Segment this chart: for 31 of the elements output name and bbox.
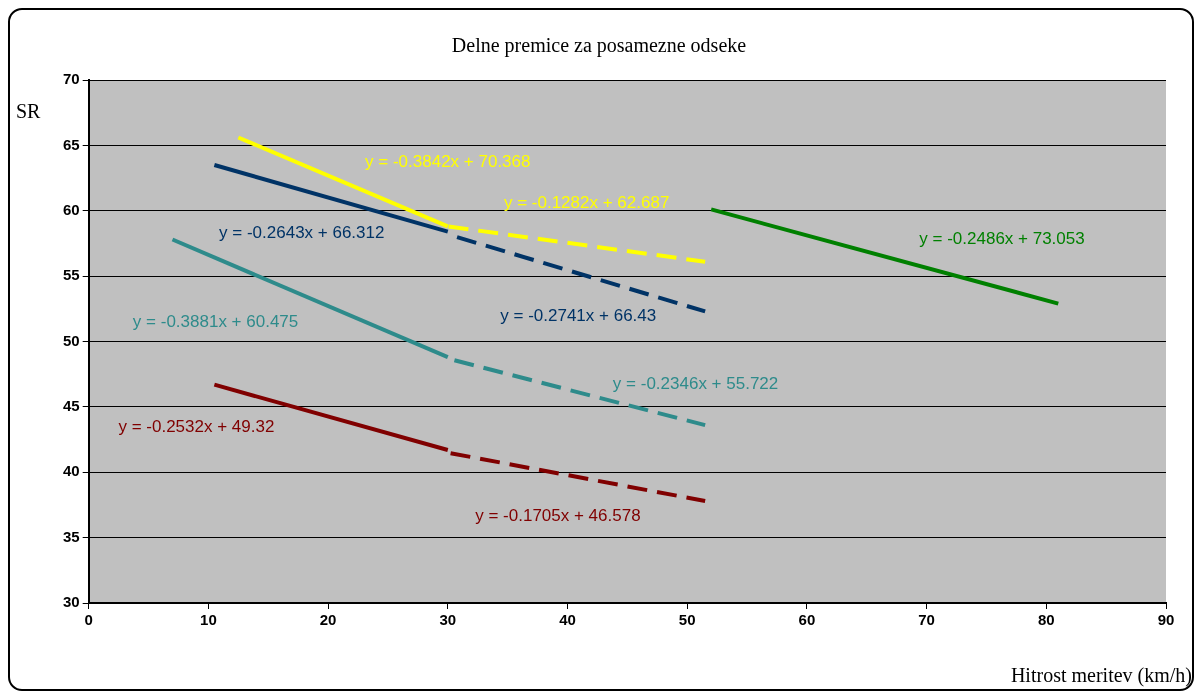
y-tick-label: 40	[63, 462, 80, 480]
x-tick-label: 0	[84, 611, 93, 629]
y-tick-label: 35	[63, 527, 80, 545]
y-tick-label: 60	[63, 200, 80, 218]
annotation: y = -0.1282x + 62.687	[503, 192, 670, 212]
annotation: y = -0.2486x + 73.053	[919, 229, 1085, 249]
x-tick-label: 60	[798, 611, 816, 629]
annotation: y = -0.2741x + 66.43	[500, 306, 657, 326]
x-tick-label: 90	[1157, 611, 1175, 629]
x-tick-label: 20	[319, 611, 337, 629]
annotation: y = -0.2346x + 55.722	[612, 374, 779, 394]
annotation: y = -0.1705x + 46.578	[475, 506, 641, 526]
annotation: y = -0.2532x + 49.32	[118, 417, 275, 437]
y-tick-label: 65	[63, 135, 80, 153]
y-axis-title: SR	[16, 100, 41, 123]
x-tick-label: 30	[439, 611, 457, 629]
x-axis-title: Hitrost meritev (km/h)	[1010, 664, 1192, 687]
x-tick-label: 80	[1037, 611, 1055, 629]
y-tick-label: 30	[63, 593, 80, 611]
annotation: y = -0.3842x + 70.368	[365, 152, 531, 172]
y-tick-label: 70	[63, 70, 80, 88]
x-tick-label: 10	[200, 611, 217, 629]
x-tick-label: 70	[918, 611, 935, 629]
x-tick-label: 40	[559, 611, 576, 629]
y-tick-label: 45	[63, 397, 80, 415]
chart-title: Delne premice za posamezne odseke	[450, 34, 748, 57]
annotation: y = -0.3881x + 60.475	[132, 311, 299, 331]
annotation: y = -0.2643x + 66.312	[219, 222, 385, 242]
y-tick-label: 50	[63, 331, 80, 349]
y-tick-label: 55	[63, 266, 80, 284]
x-tick-label: 50	[678, 611, 696, 629]
